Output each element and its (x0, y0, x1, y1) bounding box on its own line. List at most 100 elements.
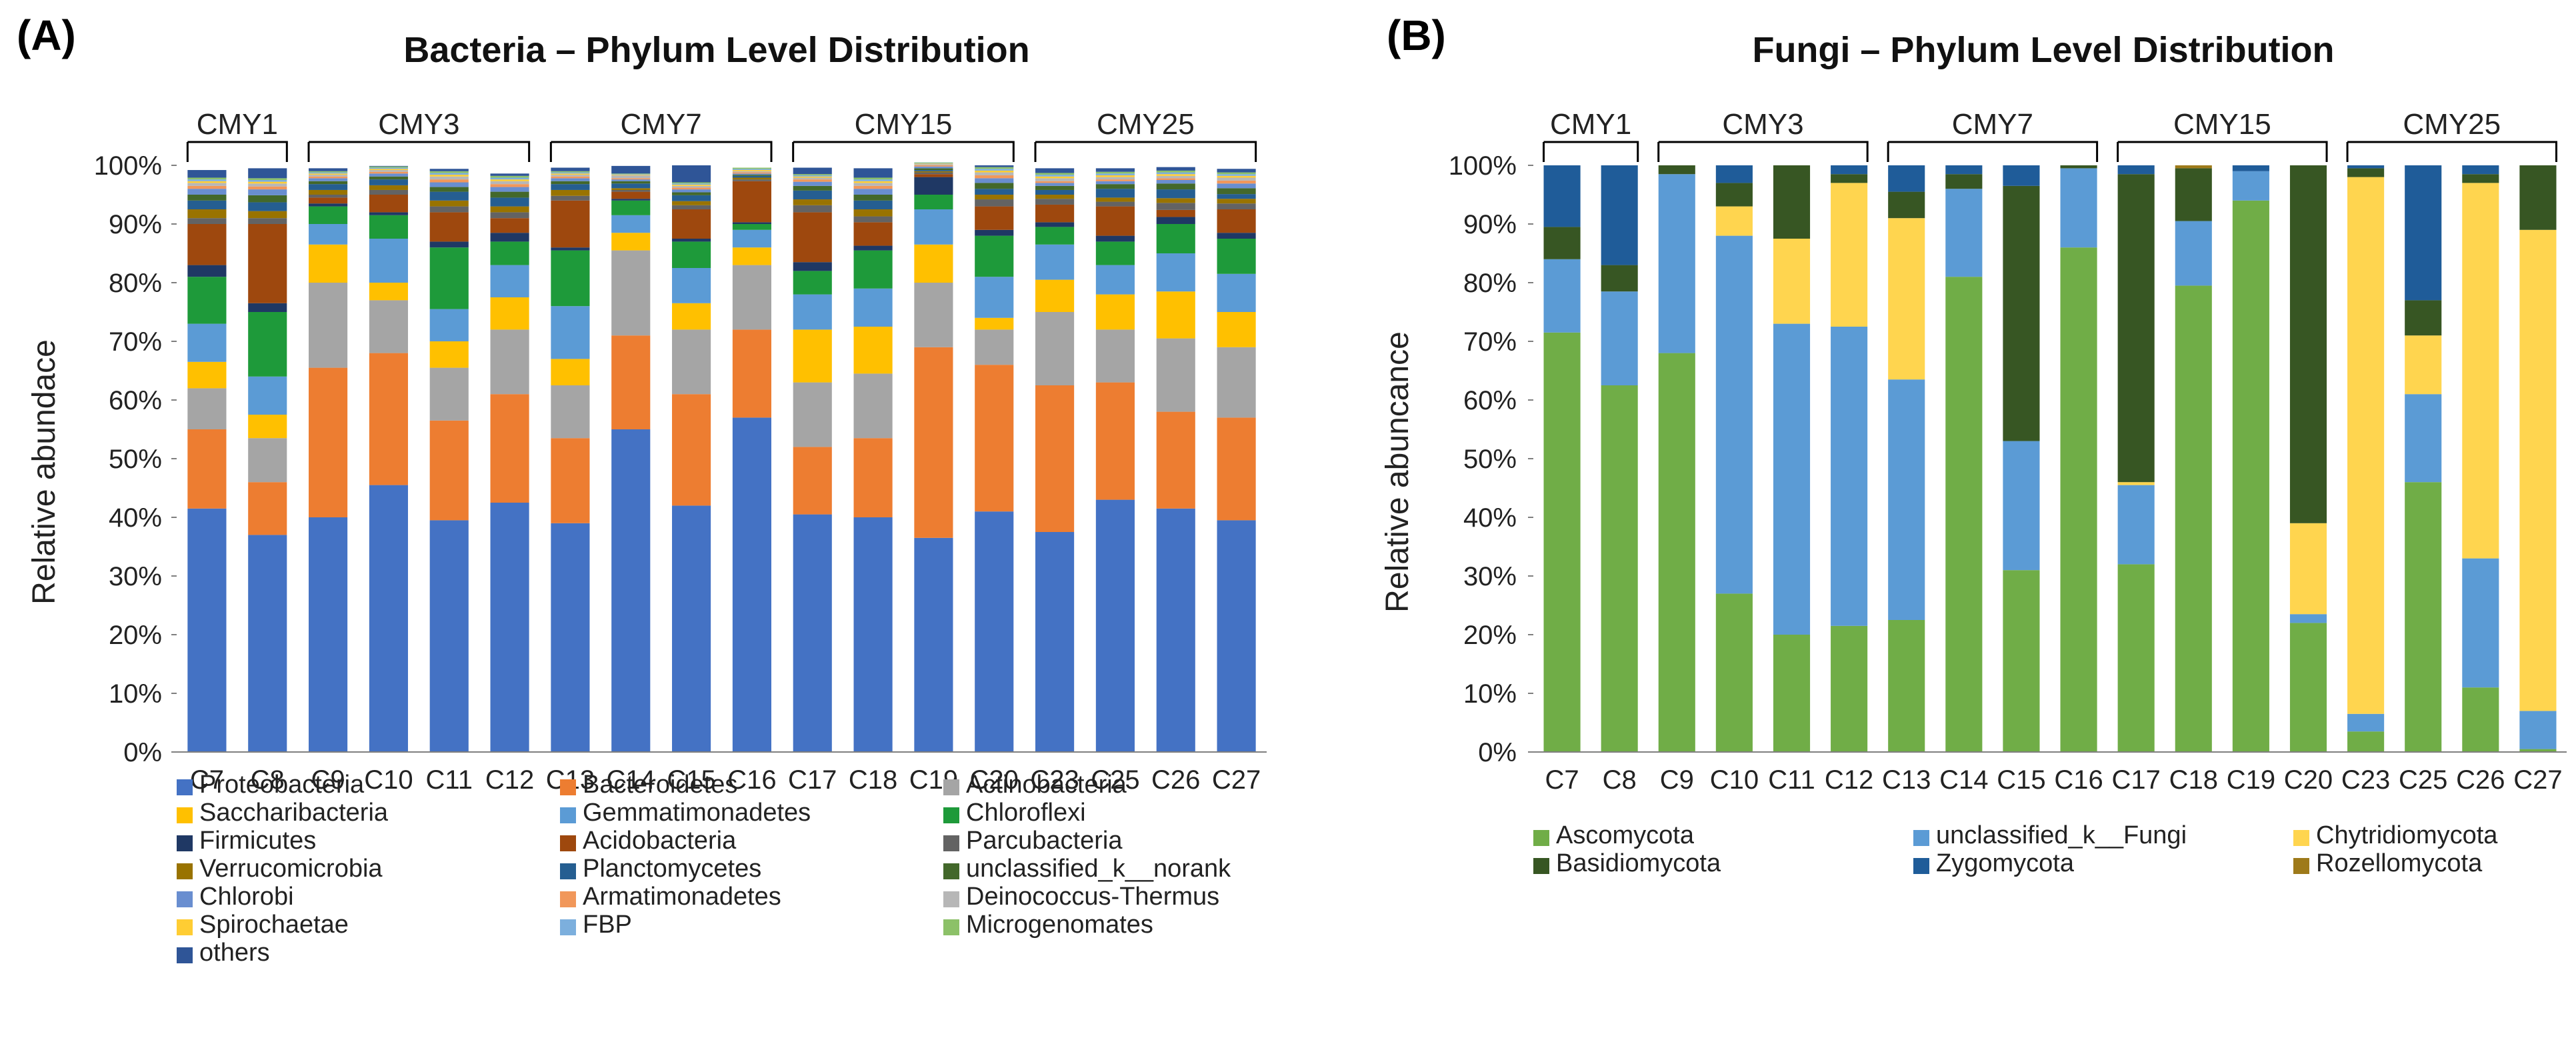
bar-segment-C12-Planctomycetes (490, 197, 529, 207)
x-tick-label: C14 (607, 765, 655, 795)
bar-segment-C18-Saccharibacteria (853, 327, 893, 374)
x-tick-label: C20 (2284, 765, 2333, 795)
y-tick-label: 50% (109, 445, 162, 474)
y-tick-label: 10% (1463, 679, 1517, 709)
bar-segment-C7-Planctomycetes (187, 200, 227, 209)
x-tick-label: C23 (2341, 765, 2390, 795)
group-bracket (792, 141, 1015, 162)
bar-segment-C17-Chloroflexi (793, 271, 832, 295)
bar-segment-C13-Deinococcus-Thermus (551, 175, 590, 177)
bar-segment-C12-others (490, 173, 529, 176)
legend-swatch (1913, 830, 1929, 846)
legend-entry: Rozellomycota (2316, 849, 2483, 877)
bar-segment-C18-Proteobacteria (853, 517, 893, 752)
bar-segment-C11-unclassified_k__Fungi (1773, 323, 1811, 635)
bar-segment-C23-Chlorobi (1035, 183, 1075, 186)
bar-segment-C13-Chloroflexi (551, 250, 590, 307)
bar-segment-C13-Parcubacteria (551, 195, 590, 201)
bar-segment-C15-unclassified_k__Fungi (2003, 441, 2040, 571)
x-tick-label: C18 (849, 765, 897, 795)
bar-segment-C12-Microgenomates (490, 175, 529, 178)
bar-segment-C11-Ascomycota (1773, 635, 1811, 752)
bar-segment-C17-Proteobacteria (793, 514, 832, 752)
bar-segment-C11-Actinobacteria (429, 367, 469, 421)
bar-segment-C26-Parcubacteria (1156, 203, 1195, 210)
bar-segment-C19-Acidobacteria (914, 174, 953, 177)
bar-segment-C27-Verrucomicrobia (1217, 199, 1256, 204)
bar-segment-C19-Armatimonadetes (914, 165, 953, 167)
bar-segment-C25-Actinobacteria (1095, 329, 1135, 383)
bar-segment-C14-Microgenomates (611, 173, 651, 175)
legend-entry: Bacteroidetes (583, 771, 737, 799)
bar-segment-C8-Gemmatimonadetes (248, 376, 287, 415)
legend-swatch (560, 863, 576, 879)
bar-segment-C25-Ascomycota (2405, 482, 2442, 752)
bar-segment-C17-Firmicutes (793, 262, 832, 271)
bar-segment-C12-unclassified_k__Fungi (1831, 327, 1868, 626)
bar-segment-C14-Zygomycota (1945, 165, 1983, 175)
bar-segment-C8-Chlorobi (248, 189, 287, 195)
bar-segment-C8-Zygomycota (1601, 165, 1638, 265)
bar-segment-C14-Actinobacteria (611, 250, 651, 336)
bar-segment-C10-Chloroflexi (369, 215, 408, 239)
bar-segment-C14-Deinococcus-Thermus (611, 175, 651, 179)
x-tick-label: C10 (1710, 765, 1759, 795)
bar-segment-C15-Chloroflexi (672, 241, 711, 268)
bar-segment-C12-Proteobacteria (490, 503, 529, 752)
x-tick-label: C25 (2399, 765, 2447, 795)
legend-entry: Ascomycota (1556, 821, 1695, 849)
bar-segment-C19-Verrucomicrobia (914, 171, 953, 173)
bar-segment-C20-Gemmatimonadetes (975, 277, 1014, 318)
legend-swatch (177, 807, 193, 823)
bar-segment-C17-Zygomycota (2117, 165, 2155, 175)
bar-segment-C17-Bacteroidetes (793, 447, 832, 515)
bar-segment-C13-Zygomycota (1888, 165, 1925, 192)
bar-segment-C15-Zygomycota (2003, 165, 2040, 186)
bar-segment-C23-unclassified_k__norank (1035, 185, 1075, 190)
bar-segment-C7-Chlorobi (187, 189, 227, 195)
bar-segment-C14-Bacteroidetes (611, 335, 651, 429)
bar-segment-C16-Microgenomates (732, 167, 771, 169)
y-tick-label: 60% (109, 386, 162, 415)
bar-segment-C20-FBP (975, 169, 1014, 171)
bar-segment-C10-Verrucomicrobia (369, 185, 408, 190)
bar-segment-C15-Proteobacteria (672, 505, 711, 752)
bar-segment-C8-unclassified_k__Fungi (1601, 291, 1638, 385)
y-tick-label: 20% (109, 621, 162, 650)
bar-segment-C19-Actinobacteria (914, 283, 953, 347)
y-tick-label: 20% (1463, 621, 1517, 650)
bar-segment-C12-Chlorobi (490, 187, 529, 192)
bar-segment-C11-Chloroflexi (429, 247, 469, 309)
bar-segment-C13-Saccharibacteria (551, 359, 590, 385)
y-tick-label: 90% (1463, 210, 1517, 239)
bar-segment-C15-FBP (672, 183, 711, 185)
bar-segment-C7-Deinococcus-Thermus (187, 183, 227, 186)
bar-segment-C11-Chytridiomycota (1773, 239, 1811, 324)
bar-segment-C11-Armatimonadetes (429, 179, 469, 183)
bar-segment-C14-Proteobacteria (611, 429, 651, 752)
bar-segment-C7-Basidiomycota (1543, 227, 1581, 259)
bar-segment-C16-Chlorobi (732, 173, 771, 175)
legend-entry: others (199, 939, 270, 967)
bar-segment-C20-Saccharibacteria (975, 317, 1014, 330)
y-tick-label: 0% (1478, 738, 1517, 767)
bar-segment-C25-Zygomycota (2405, 165, 2442, 301)
bar-segment-C20-Chlorobi (975, 178, 1014, 183)
bar-segment-C13-Chlorobi (551, 178, 590, 181)
bar-segment-C9-Saccharibacteria (309, 244, 348, 283)
x-tick-label: C19 (2227, 765, 2275, 795)
bar-segment-C11-Microgenomates (429, 171, 469, 173)
x-tick-label: C15 (667, 765, 715, 795)
bar-segment-C25-Chlorobi (1095, 181, 1135, 185)
bar-segment-C15-Saccharibacteria (672, 303, 711, 330)
bar-segment-C20-Deinococcus-Thermus (975, 172, 1014, 175)
y-tick-label: 100% (1449, 151, 1517, 181)
bar-segment-C7-unclassified_k__Fungi (1543, 259, 1581, 333)
bar-segment-C16-unclassified_k__norank (732, 175, 771, 176)
bar-segment-C26-Saccharibacteria (1156, 291, 1195, 339)
y-tick-label: 10% (109, 679, 162, 709)
bar-segment-C15-Bacteroidetes (672, 394, 711, 506)
bar-segment-C7-Ascomycota (1543, 332, 1581, 752)
bar-segment-C10-Chytridiomycota (1715, 206, 1753, 236)
